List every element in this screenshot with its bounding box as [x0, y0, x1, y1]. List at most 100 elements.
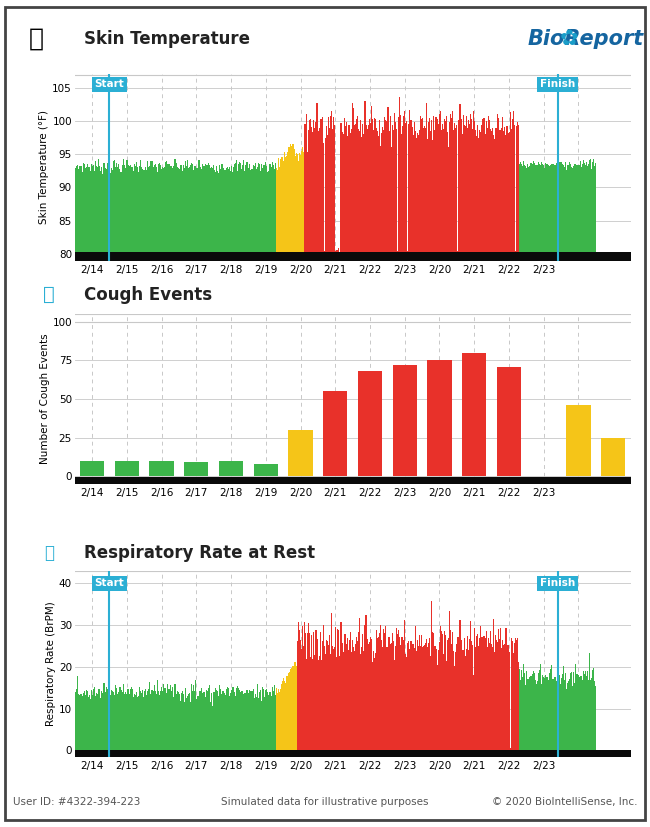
Bar [179, 169, 180, 261]
Bar [169, 689, 170, 750]
Bar [399, 638, 400, 750]
Bar [79, 166, 81, 261]
Text: 🌡: 🌡 [28, 26, 44, 50]
Bar [560, 162, 561, 261]
Bar [589, 160, 590, 261]
Bar [426, 639, 427, 750]
Bar [118, 691, 119, 750]
Bar [369, 119, 370, 261]
Bar [103, 682, 105, 750]
Bar [420, 646, 421, 750]
Bar [241, 691, 242, 750]
Bar [294, 662, 296, 750]
Bar [535, 165, 536, 261]
Bar [394, 113, 395, 261]
Bar [192, 165, 193, 261]
Bar [157, 172, 158, 261]
Bar [569, 162, 570, 261]
Bar [395, 122, 396, 261]
Bar [474, 122, 475, 261]
Bar [568, 165, 569, 261]
Bar [176, 694, 177, 750]
Bar [547, 164, 549, 261]
Bar [102, 174, 103, 261]
Bar [522, 166, 523, 261]
Bar [298, 160, 299, 261]
Bar [466, 649, 467, 750]
Bar [185, 688, 186, 750]
Bar [452, 111, 453, 261]
Bar [387, 650, 389, 750]
Bar [443, 653, 444, 750]
Bar [324, 251, 325, 261]
Bar [527, 679, 528, 750]
Bar [253, 165, 254, 261]
Bar [209, 165, 210, 261]
Bar [236, 688, 237, 750]
Bar [469, 124, 470, 261]
Bar [540, 165, 541, 261]
Bar [539, 164, 540, 261]
Bar [422, 118, 423, 261]
Bar [179, 165, 181, 261]
Bar [389, 644, 391, 750]
Bar [324, 646, 325, 750]
Bar [334, 126, 335, 261]
Bar [510, 112, 511, 261]
Bar [174, 159, 176, 261]
Bar [146, 695, 148, 750]
Bar [524, 165, 525, 261]
Bar [393, 641, 394, 750]
Bar [501, 648, 502, 750]
Bar [189, 693, 190, 750]
Bar [222, 691, 224, 750]
Bar [122, 692, 124, 750]
Bar [258, 163, 259, 261]
Bar [580, 167, 582, 261]
Bar [439, 111, 441, 261]
Bar [328, 645, 329, 750]
Bar [356, 119, 358, 261]
Bar [142, 690, 143, 750]
Bar [421, 119, 422, 261]
Bar [544, 168, 545, 261]
Bar [315, 630, 317, 750]
Bar [568, 681, 569, 750]
Bar [202, 692, 203, 750]
Bar [95, 160, 96, 261]
Text: Skin Temperature: Skin Temperature [84, 30, 250, 48]
Bar [552, 679, 554, 750]
Text: ✿: ✿ [560, 29, 578, 49]
Bar [333, 649, 334, 750]
Bar [137, 697, 138, 750]
Bar [219, 165, 220, 261]
Bar [97, 167, 98, 261]
Bar [365, 125, 367, 261]
Bar [212, 705, 213, 750]
Bar [570, 673, 571, 750]
Bar [325, 653, 326, 750]
Bar [246, 162, 248, 261]
Bar [248, 690, 250, 750]
Bar [134, 694, 135, 750]
Bar [184, 168, 185, 261]
Bar [368, 125, 369, 261]
Bar [467, 128, 468, 261]
Bar [84, 696, 86, 750]
Bar [401, 134, 402, 261]
Bar [115, 167, 116, 261]
Bar [238, 688, 239, 750]
Bar [584, 163, 585, 261]
Bar [335, 251, 336, 261]
Bar [275, 695, 276, 750]
Bar [146, 170, 148, 261]
Bar [362, 124, 363, 261]
Bar [114, 461, 139, 476]
Bar [542, 164, 543, 261]
Bar [462, 650, 463, 750]
Bar [513, 653, 514, 750]
Bar [393, 366, 417, 476]
Bar [248, 165, 250, 261]
Bar [188, 168, 189, 261]
Bar [382, 127, 384, 261]
